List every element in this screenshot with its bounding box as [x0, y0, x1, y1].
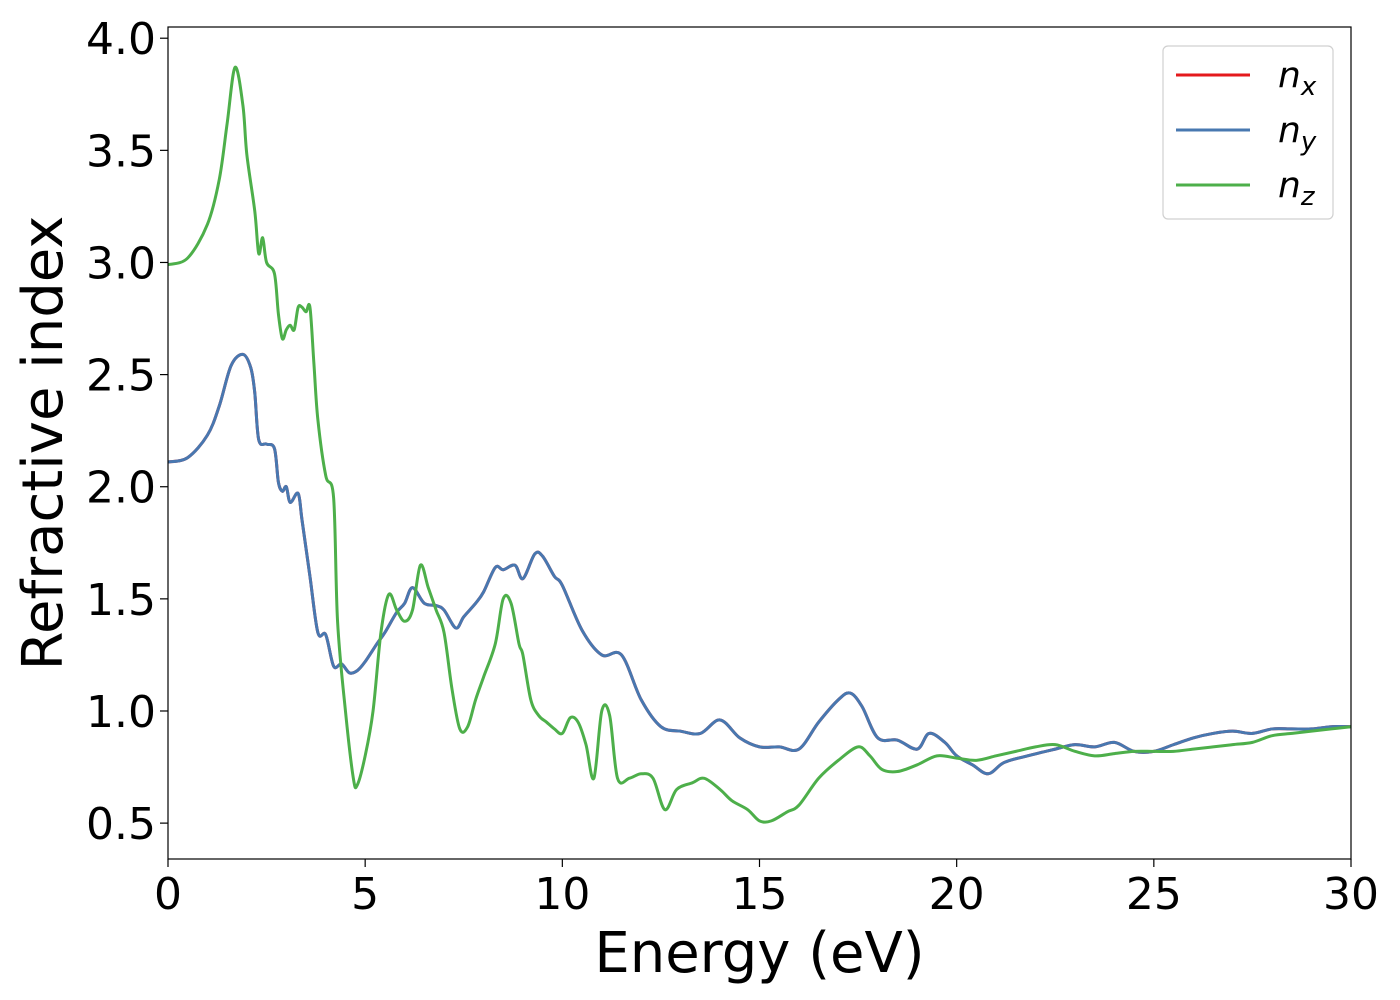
y-tick-label: 3.5	[86, 126, 156, 177]
y-tick-label: 1.0	[86, 687, 156, 738]
legend-entry-base: n	[1278, 55, 1301, 96]
legend-entry-base: n	[1278, 165, 1301, 206]
x-tick-label: 30	[1323, 869, 1379, 920]
x-tick-label: 15	[732, 869, 788, 920]
series-line-ny	[168, 352, 1351, 776]
y-axis-label: Refractive index	[11, 216, 76, 671]
x-tick-label: 25	[1126, 869, 1182, 920]
series-lines	[168, 65, 1351, 824]
x-tick-label: 0	[154, 869, 182, 920]
legend-entry: nz	[1278, 165, 1316, 212]
series-line-nz	[168, 65, 1351, 824]
x-axis-ticks: 0 5 10 15 20 25 30	[154, 859, 1379, 920]
legend-entry: ny	[1278, 110, 1317, 157]
x-axis-label: Energy (eV)	[594, 921, 924, 986]
legend-entry-subscript: z	[1300, 182, 1316, 212]
legend-entry-subscript: x	[1300, 72, 1317, 102]
y-tick-label: 2.0	[86, 463, 156, 514]
x-tick-label: 20	[929, 869, 985, 920]
x-tick-label: 5	[351, 869, 379, 920]
y-tick-label: 0.5	[86, 799, 156, 850]
y-tick-label: 2.5	[86, 351, 156, 402]
legend-entry: nx	[1278, 55, 1317, 102]
legend-entry-base: n	[1278, 110, 1301, 151]
y-tick-label: 3.0	[86, 238, 156, 289]
y-tick-label: 4.0	[86, 14, 156, 65]
legend-box	[1162, 45, 1334, 220]
y-tick-label: 1.5	[86, 575, 156, 626]
x-tick-label: 10	[534, 869, 590, 920]
y-axis-ticks: 0.5 1.0 1.5 2.0 2.5 3.0 3.5 4.0	[86, 14, 168, 850]
legend-entry-subscript: y	[1300, 127, 1317, 157]
